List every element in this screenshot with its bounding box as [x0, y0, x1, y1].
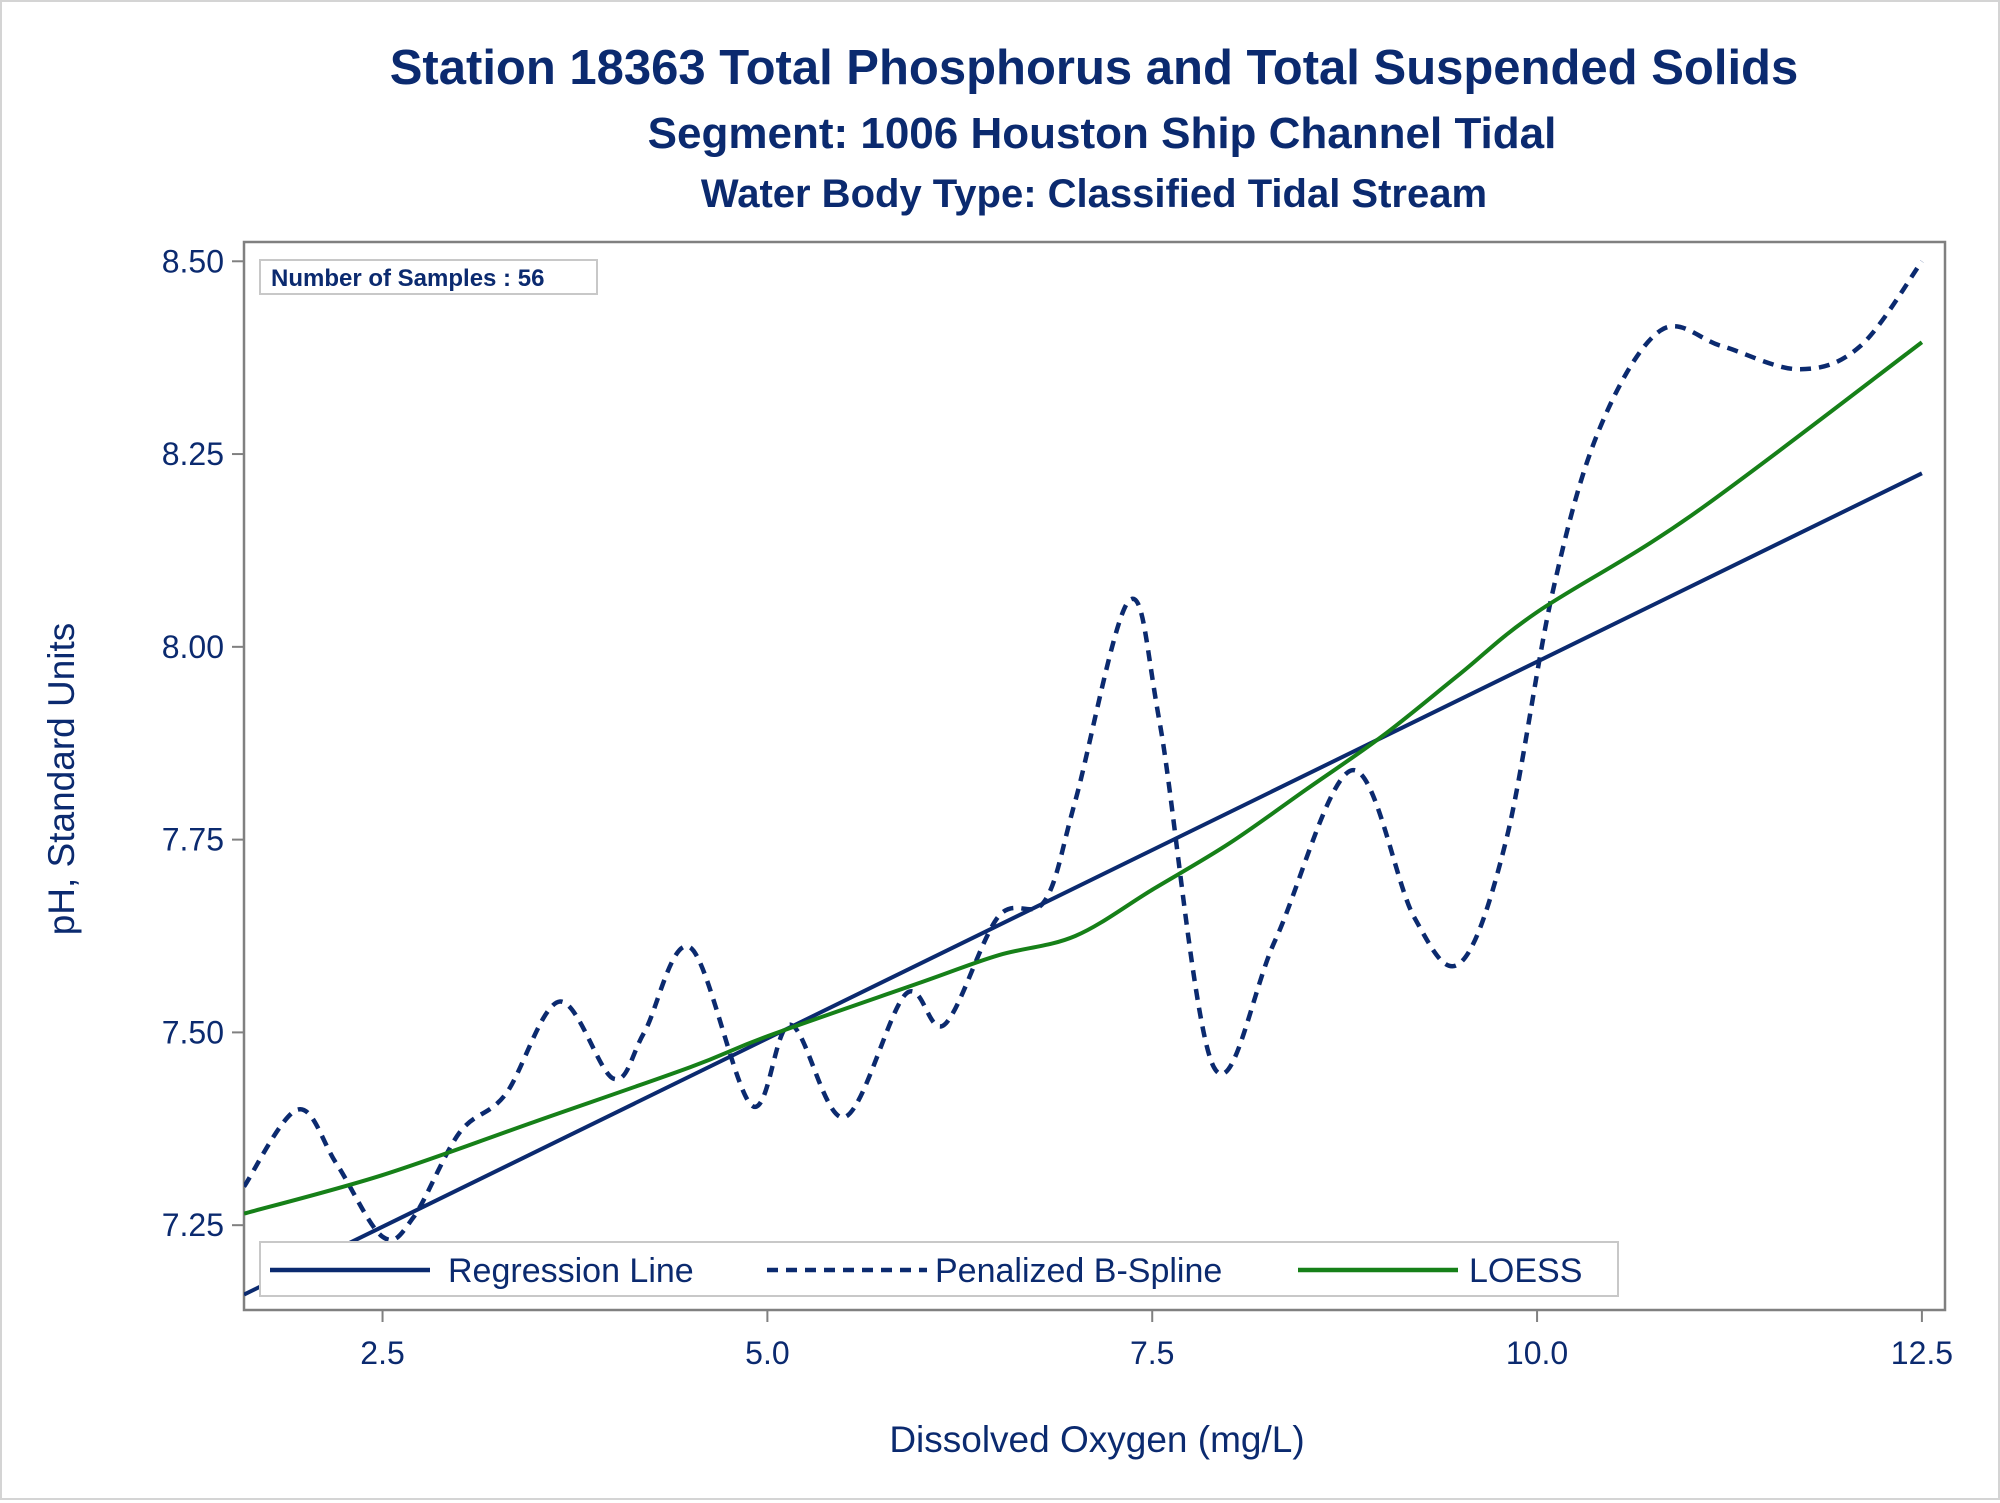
x-tick-label: 12.5 [1891, 1335, 1953, 1371]
chart-subtitle: Segment: 1006 Houston Ship Channel Tidal [648, 109, 1557, 158]
annotation-layer: Number of Samples : 56 [259, 259, 598, 295]
series-line-regression-line [244, 471, 1923, 1297]
y-tick-label: 7.50 [162, 1014, 224, 1050]
y-axis-label: pH, Standard Units [41, 623, 82, 936]
series-line-loess [244, 340, 1924, 1216]
y-tick-label: 7.25 [162, 1207, 224, 1243]
x-axis-label: Dissolved Oxygen (mg/L) [889, 1419, 1304, 1460]
y-tick-label: 8.50 [162, 243, 224, 279]
plot-area [242, 240, 1947, 1312]
series-line-penalized-b-spline [244, 259, 1924, 1243]
sample-count-box [259, 259, 598, 295]
axis-titles: Dissolved Oxygen (mg/L) pH, Standard Uni… [41, 623, 1305, 1460]
x-tick-label: 10.0 [1506, 1335, 1568, 1371]
legend-label: Penalized B-Spline [935, 1252, 1222, 1290]
plot-frame [242, 240, 1947, 1312]
y-tick-label: 7.75 [162, 822, 224, 858]
legend-label: Regression Line [448, 1252, 694, 1290]
legend-label: LOESS [1469, 1252, 1582, 1290]
chart-subtitle-water-body: Water Body Type: Classified Tidal Stream [701, 172, 1487, 216]
x-tick-label: 2.5 [360, 1335, 404, 1371]
x-tick-label: 7.5 [1130, 1335, 1174, 1371]
sample-count-annotation: Number of Samples : 56 [271, 265, 544, 292]
x-tick-label: 5.0 [745, 1335, 789, 1371]
y-tick-label: 8.00 [162, 629, 224, 665]
chart-title: Station 18363 Total Phosphorus and Total… [390, 41, 1799, 95]
legend: Regression Line Penalized B-Spline LOESS [259, 1241, 1619, 1297]
series-layer [244, 259, 1924, 1297]
axes-layer: 2.5 5.0 7.5 10.0 12.5 7.25 7.50 7.75 8.00 8.25 8.5… [162, 243, 1953, 1371]
chart-titles: Station 18363 Total Phosphorus and Total… [390, 41, 1799, 216]
y-tick-label: 8.25 [162, 436, 224, 472]
